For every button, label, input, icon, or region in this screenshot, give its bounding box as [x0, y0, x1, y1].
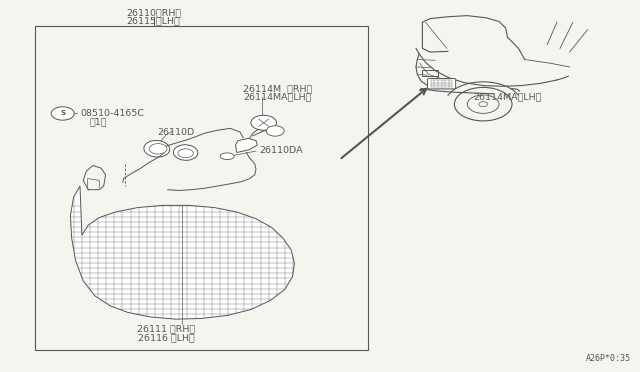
Circle shape: [251, 115, 276, 130]
Text: 26110DA: 26110DA: [259, 146, 303, 155]
Ellipse shape: [144, 141, 170, 157]
Circle shape: [178, 149, 193, 158]
Ellipse shape: [173, 145, 198, 160]
Ellipse shape: [220, 153, 234, 160]
Text: 26114MA＜LH＞: 26114MA＜LH＞: [243, 92, 312, 101]
Polygon shape: [70, 186, 294, 319]
Text: 26110＜RH＞: 26110＜RH＞: [126, 9, 181, 17]
Text: 26114MA＜LH＞: 26114MA＜LH＞: [474, 92, 542, 101]
Polygon shape: [236, 138, 257, 153]
Circle shape: [266, 126, 284, 136]
Text: 26114M  ＜RH＞: 26114M ＜RH＞: [243, 85, 312, 94]
Bar: [35, 26, 368, 350]
Circle shape: [149, 144, 167, 154]
Circle shape: [51, 107, 74, 120]
Text: 26116 ＜LH＞: 26116 ＜LH＞: [138, 333, 195, 342]
Bar: [422, 70, 438, 76]
Text: 26115＜LH＞: 26115＜LH＞: [127, 16, 180, 25]
Text: 26111 ＜RH＞: 26111 ＜RH＞: [138, 325, 195, 334]
FancyBboxPatch shape: [428, 78, 456, 89]
Text: A26P*0:35: A26P*0:35: [586, 354, 630, 363]
Text: 08510-4165C: 08510-4165C: [80, 109, 144, 118]
Text: 26110D: 26110D: [157, 128, 194, 137]
Text: （1）: （1）: [90, 118, 107, 126]
Text: S: S: [60, 110, 65, 116]
